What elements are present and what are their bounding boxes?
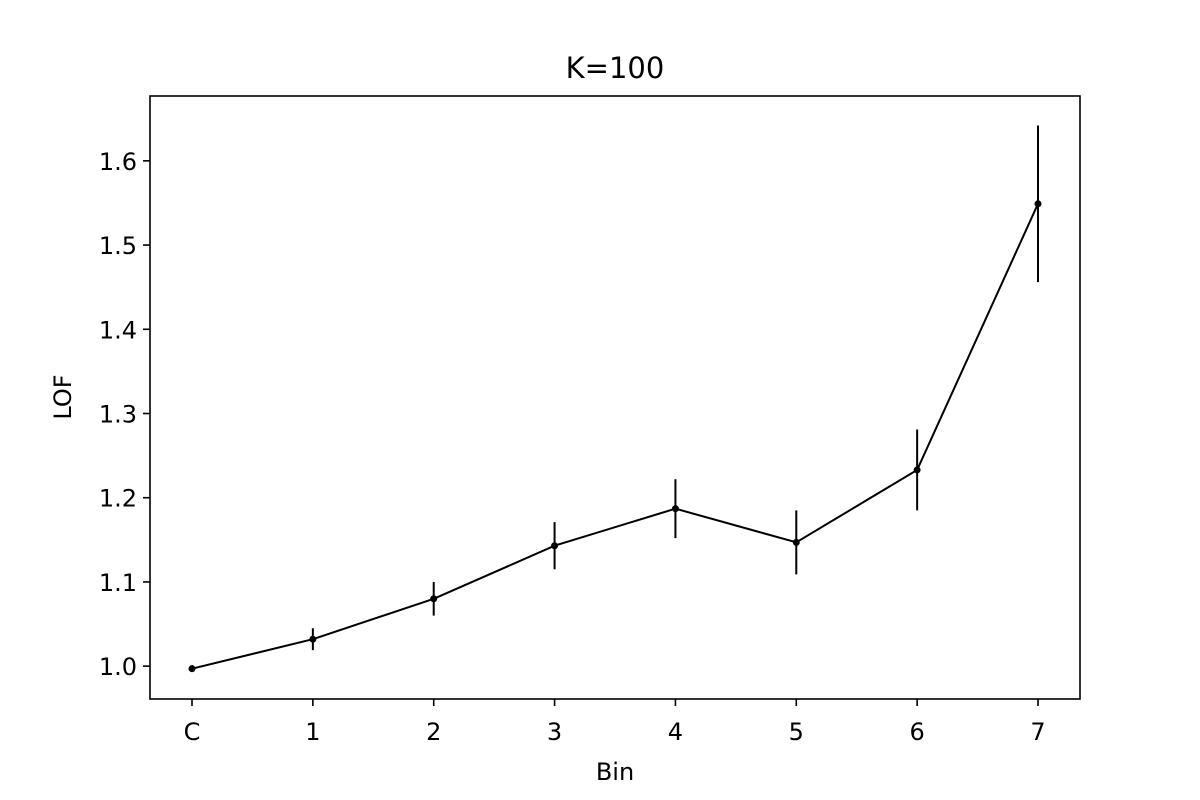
x-axis-label: Bin bbox=[596, 758, 634, 786]
x-tick-label: 7 bbox=[1030, 718, 1045, 746]
plot-marks bbox=[188, 125, 1042, 673]
x-tick-label: C bbox=[184, 718, 201, 746]
data-point bbox=[309, 635, 317, 643]
x-tick-label: 3 bbox=[547, 718, 562, 746]
series-line bbox=[191, 203, 1039, 670]
y-tick-label: 1.2 bbox=[99, 485, 137, 513]
data-point bbox=[1034, 200, 1042, 208]
x-tick-label: 6 bbox=[910, 718, 925, 746]
data-point bbox=[671, 505, 679, 513]
y-tick-label: 1.1 bbox=[99, 569, 137, 597]
y-axis-label: LOF bbox=[49, 374, 77, 419]
data-point bbox=[551, 542, 559, 550]
x-axis: C 1 2 3 4 5 6 7 bbox=[184, 699, 1046, 746]
y-tick-label: 1.3 bbox=[99, 401, 137, 429]
x-tick-label: 5 bbox=[789, 718, 804, 746]
plot-frame bbox=[149, 95, 1081, 700]
y-tick-label: 1.5 bbox=[99, 232, 137, 260]
y-tick-label: 1.6 bbox=[99, 148, 137, 176]
x-tick-label: 4 bbox=[668, 718, 683, 746]
x-tick-label: 1 bbox=[305, 718, 320, 746]
data-point bbox=[430, 595, 438, 603]
y-tick-label: 1.0 bbox=[99, 653, 137, 681]
y-axis: 1.0 1.1 1.2 1.3 1.4 1.5 1.6 bbox=[99, 148, 150, 681]
x-tick-label: 2 bbox=[426, 718, 441, 746]
y-tick-label: 1.4 bbox=[99, 316, 137, 344]
data-point bbox=[188, 665, 196, 673]
data-point bbox=[792, 538, 800, 546]
data-point bbox=[913, 466, 921, 474]
chart-title: K=100 bbox=[566, 51, 665, 85]
